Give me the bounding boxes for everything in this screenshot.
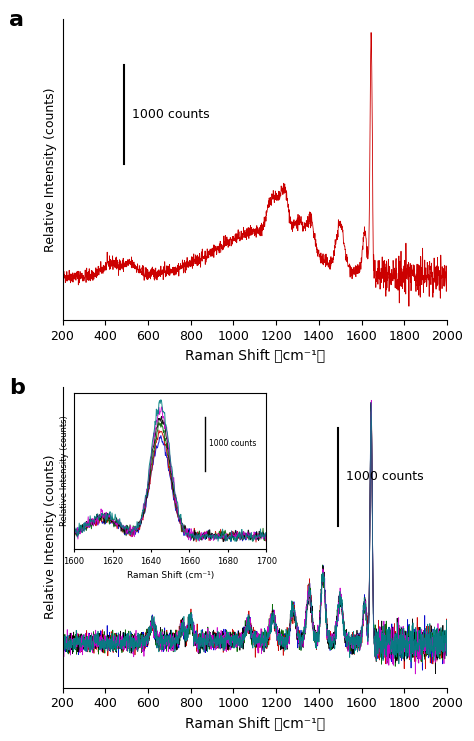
Text: 1000 counts: 1000 counts [346, 471, 423, 483]
X-axis label: Raman Shift （cm⁻¹）: Raman Shift （cm⁻¹） [185, 348, 325, 362]
Y-axis label: Relative Intensity (counts): Relative Intensity (counts) [44, 87, 57, 252]
Text: a: a [9, 10, 24, 30]
Text: 1000 counts: 1000 counts [132, 108, 210, 122]
X-axis label: Raman Shift （cm⁻¹）: Raman Shift （cm⁻¹） [185, 716, 325, 730]
Text: b: b [9, 378, 25, 398]
Y-axis label: Relative Intensity (counts): Relative Intensity (counts) [44, 455, 57, 619]
